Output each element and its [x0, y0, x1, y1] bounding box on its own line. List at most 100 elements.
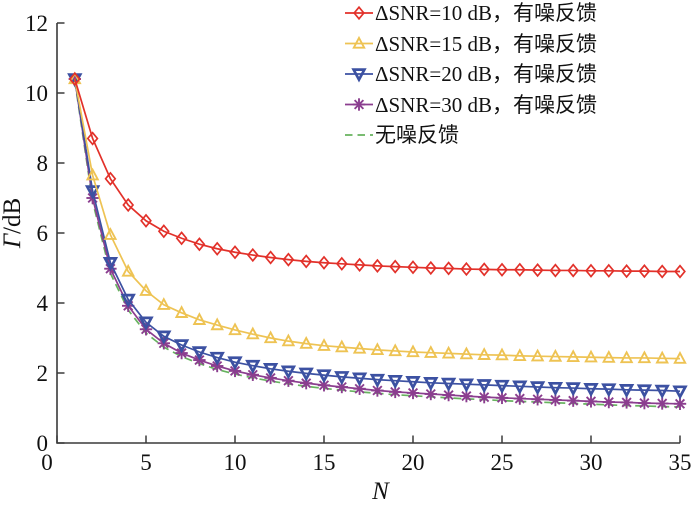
triangle-down-marker [262, 363, 279, 378]
diamond-marker [389, 259, 402, 274]
triangle-up-marker [370, 342, 385, 356]
triangle-up-marker [121, 263, 135, 277]
triangle-down-marker [369, 373, 386, 389]
triangle-up-marker [655, 350, 669, 364]
diamond-marker [193, 237, 206, 252]
triangle-up-marker [317, 338, 331, 351]
triangle-down-marker [298, 367, 314, 382]
x-tick-label: 0 [41, 450, 53, 475]
triangle-up-marker [602, 349, 616, 363]
triangle-up-marker [139, 283, 153, 296]
diamond-marker [86, 131, 99, 146]
triangle-down-marker [601, 383, 617, 398]
triangle-up-marker [406, 344, 420, 358]
diamond-marker [104, 171, 117, 186]
diamond-marker [122, 197, 135, 213]
triangle-down-marker [173, 339, 190, 354]
diamond-marker [638, 264, 651, 279]
diamond-marker [353, 257, 366, 272]
triangle-up-marker [619, 350, 634, 364]
y-tick-label: 2 [37, 361, 49, 386]
triangle-down-marker [423, 377, 439, 392]
triangle-up-marker [85, 167, 100, 181]
diamond-marker [460, 261, 473, 277]
diamond-marker [246, 247, 259, 263]
triangle-up-marker [210, 317, 224, 331]
y-axis-label: Γ/dB [0, 198, 26, 249]
x-tick-label: 25 [491, 450, 514, 475]
asterisk-marker [228, 364, 242, 378]
triangle-down-marker [672, 385, 688, 400]
diamond-marker [496, 262, 508, 277]
diamond-marker [656, 264, 669, 279]
x-tick-label: 30 [580, 450, 603, 475]
triangle-up-marker [228, 322, 242, 336]
diamond-marker [531, 262, 544, 278]
diamond-marker [211, 241, 224, 256]
diamond-marker [300, 254, 313, 269]
diamond-marker [407, 260, 419, 275]
triangle-down-marker [138, 316, 154, 331]
triangle-down-marker [84, 185, 101, 200]
y-tick-label: 12 [25, 11, 48, 36]
asterisk-marker [602, 395, 615, 409]
triangle-down-marker [280, 365, 297, 380]
y-tick-label: 4 [37, 291, 49, 316]
diamond-marker [602, 263, 615, 278]
y-tick-label: 6 [37, 221, 49, 246]
diamond-marker [264, 250, 277, 265]
triangle-up-marker [459, 346, 474, 360]
triangle-up-marker [548, 348, 563, 362]
triangle-up-marker [513, 348, 527, 362]
triangle-down-marker [334, 371, 350, 386]
diamond-marker [478, 262, 491, 277]
triangle-up-marker [441, 345, 456, 359]
y-tick-label: 0 [37, 431, 49, 456]
y-tick-label: 8 [37, 151, 49, 176]
triangle-up-marker [495, 347, 509, 361]
asterisk-marker [478, 390, 491, 404]
diamond-marker [68, 71, 81, 87]
triangle-down-marker [209, 351, 225, 367]
triangle-down-marker [191, 346, 208, 361]
triangle-down-marker [512, 380, 528, 395]
triangle-down-marker [102, 257, 119, 272]
triangle-down-marker [405, 376, 421, 391]
asterisk-marker [620, 396, 633, 409]
triangle-up-marker [530, 348, 545, 362]
triangle-up-marker [673, 351, 687, 364]
x-tick-label: 10 [224, 450, 247, 475]
triangle-down-marker [583, 383, 599, 398]
triangle-up-marker [637, 350, 652, 364]
diamond-marker [157, 224, 170, 239]
x-tick-label: 15 [313, 450, 336, 475]
diamond-marker [140, 213, 152, 228]
diamond-marker [567, 263, 580, 278]
x-axis-label: N [371, 478, 390, 505]
triangle-up-marker [352, 340, 367, 354]
asterisk-marker [584, 395, 598, 408]
triangle-up-marker [388, 343, 402, 357]
diamond-marker [371, 258, 384, 274]
triangle-down-marker [565, 382, 581, 397]
asterisk-marker [673, 397, 687, 410]
asterisk-marker [352, 98, 366, 111]
diamond-marker [442, 261, 455, 276]
triangle-down-marker [387, 374, 403, 390]
triangle-down-marker [316, 369, 332, 384]
triangle-up-marker [157, 297, 171, 310]
triangle-down-marker [351, 372, 368, 387]
triangle-down-marker [618, 384, 635, 399]
triangle-down-marker [351, 68, 367, 83]
triangle-up-marker [68, 71, 82, 85]
triangle-up-marker [335, 339, 349, 353]
triangle-down-marker [156, 330, 172, 345]
diamond-marker [424, 260, 437, 276]
diamond-marker [549, 263, 562, 278]
diamond-marker [282, 252, 295, 267]
triangle-down-marker [529, 381, 546, 396]
asterisk-marker [656, 397, 669, 410]
triangle-up-marker [424, 345, 438, 358]
triangle-up-marker [174, 305, 189, 318]
series-line [73, 78, 680, 273]
